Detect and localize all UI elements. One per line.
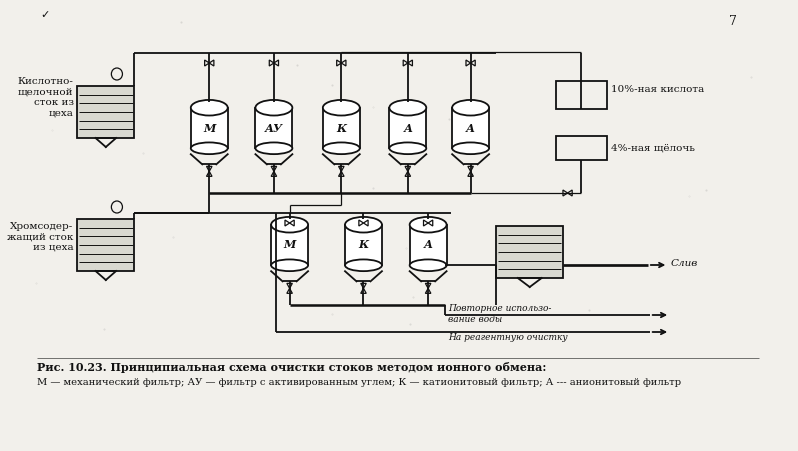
Bar xyxy=(556,136,606,160)
Ellipse shape xyxy=(323,143,360,154)
Bar xyxy=(389,108,426,148)
Bar xyxy=(323,108,360,148)
Text: ✓: ✓ xyxy=(40,10,49,20)
Bar xyxy=(409,225,447,265)
Text: Рис. 10.23. Принципиальная схема очистки стоков методом ионного обмена:: Рис. 10.23. Принципиальная схема очистки… xyxy=(37,362,546,373)
Ellipse shape xyxy=(191,100,227,115)
Text: 10%-ная кислота: 10%-ная кислота xyxy=(610,86,704,95)
Bar xyxy=(77,86,134,138)
Bar xyxy=(452,108,489,148)
Text: Хромсодер-
жащий сток
из цеха: Хромсодер- жащий сток из цеха xyxy=(7,222,73,252)
Bar xyxy=(556,81,606,109)
Bar xyxy=(255,108,292,148)
Bar xyxy=(191,108,227,148)
Ellipse shape xyxy=(323,100,360,115)
Text: К: К xyxy=(336,123,346,133)
Bar xyxy=(271,225,308,265)
Text: К: К xyxy=(358,239,369,250)
Ellipse shape xyxy=(389,100,426,115)
Text: А: А xyxy=(403,123,413,133)
Ellipse shape xyxy=(271,259,308,271)
Bar xyxy=(345,225,382,265)
Text: А: А xyxy=(424,239,433,250)
Text: Кислотно-
щелочной
сток из
цеха: Кислотно- щелочной сток из цеха xyxy=(18,77,73,117)
Ellipse shape xyxy=(191,143,227,154)
Text: АУ: АУ xyxy=(265,123,283,133)
Ellipse shape xyxy=(389,143,426,154)
Ellipse shape xyxy=(409,259,447,271)
Text: Повторное использо-
вание воды: Повторное использо- вание воды xyxy=(448,304,552,324)
Ellipse shape xyxy=(409,217,447,233)
Text: М — механический фильтр; АУ — фильтр с активированным углем; К — катионитовый фи: М — механический фильтр; АУ — фильтр с а… xyxy=(37,378,681,387)
Text: 4%-ная щёлочь: 4%-ная щёлочь xyxy=(610,143,694,152)
Text: М: М xyxy=(283,239,296,250)
Text: 7: 7 xyxy=(729,15,737,28)
Text: Слив: Слив xyxy=(671,258,698,267)
Ellipse shape xyxy=(271,217,308,233)
Ellipse shape xyxy=(255,143,292,154)
Text: М: М xyxy=(203,123,215,133)
Text: А: А xyxy=(466,123,475,133)
Ellipse shape xyxy=(255,100,292,115)
Ellipse shape xyxy=(452,100,489,115)
Bar xyxy=(77,219,134,271)
Text: На реагентную очистку: На реагентную очистку xyxy=(448,333,568,342)
Bar xyxy=(496,226,563,278)
Ellipse shape xyxy=(345,259,382,271)
Ellipse shape xyxy=(345,217,382,233)
Ellipse shape xyxy=(452,143,489,154)
